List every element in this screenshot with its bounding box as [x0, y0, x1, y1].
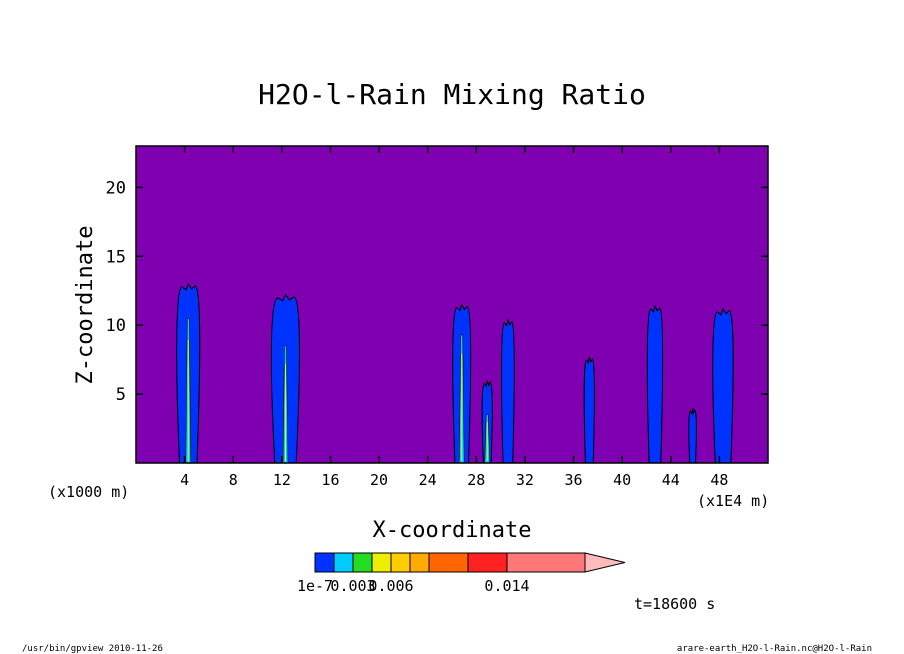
x-tick-label: 16	[321, 471, 339, 489]
x-unit-right: (x1E4 m)	[697, 492, 769, 510]
colorbar-label: 0.014	[484, 577, 529, 595]
chart-title: H2O-l-Rain Mixing Ratio	[258, 78, 646, 111]
x-tick-label: 24	[419, 471, 437, 489]
x-tick-label: 12	[273, 471, 291, 489]
y-tick-label: 10	[106, 316, 126, 336]
x-axis: 4 8 12 16 20 24 28 32 36 40 44 48	[180, 146, 728, 489]
x-unit-left: (x1000 m)	[48, 483, 129, 501]
footer-right: arare-earth_H2O-l-Rain.nc@H2O-l-Rain	[677, 644, 872, 654]
colorbar-swatch	[409, 552, 430, 573]
y-axis-label: Z-coordinate	[73, 226, 98, 385]
plume-contour	[712, 307, 734, 464]
colorbar-swatch	[314, 552, 335, 573]
footer-left: /usr/bin/gpview 2010-11-26	[22, 644, 163, 654]
colorbar-swatch	[467, 552, 508, 573]
colorbar-label: 0.006	[368, 577, 413, 595]
x-tick-label: 32	[516, 471, 534, 489]
colorbar-swatch	[333, 552, 354, 573]
x-tick-label: 20	[370, 471, 388, 489]
colorbar-swatch	[352, 552, 373, 573]
colorbar	[314, 552, 626, 573]
plume-contour	[688, 407, 697, 464]
colorbar-label: 0.003	[330, 577, 375, 595]
y-tick-label: 15	[106, 247, 126, 267]
x-tick-label: 28	[467, 471, 485, 489]
colorbar-arrow	[584, 552, 626, 573]
colorbar-swatch	[390, 552, 411, 573]
x-tick-label: 48	[710, 471, 728, 489]
colorbar-swatch	[371, 552, 392, 573]
plume-contour	[500, 317, 515, 464]
plume-contour	[646, 304, 664, 464]
plot-area	[136, 146, 768, 463]
y-tick-label: 5	[116, 385, 126, 405]
time-label: t=18600 s	[634, 595, 715, 613]
x-tick-label: 8	[229, 471, 238, 489]
x-tick-label: 44	[662, 471, 680, 489]
x-tick-label: 40	[613, 471, 631, 489]
y-tick-label: 20	[106, 178, 126, 198]
plume-contour	[583, 356, 595, 464]
x-axis-label: X-coordinate	[373, 518, 532, 543]
colorbar-label: 1e-7	[297, 577, 333, 595]
contour-layer	[176, 282, 734, 464]
plot-frame	[135, 145, 769, 464]
colorbar-swatch	[428, 552, 469, 573]
colorbar-swatch	[506, 552, 586, 573]
y-axis: 5 10 15 20	[106, 178, 768, 405]
x-tick-label: 36	[565, 471, 583, 489]
x-tick-label: 4	[180, 471, 189, 489]
